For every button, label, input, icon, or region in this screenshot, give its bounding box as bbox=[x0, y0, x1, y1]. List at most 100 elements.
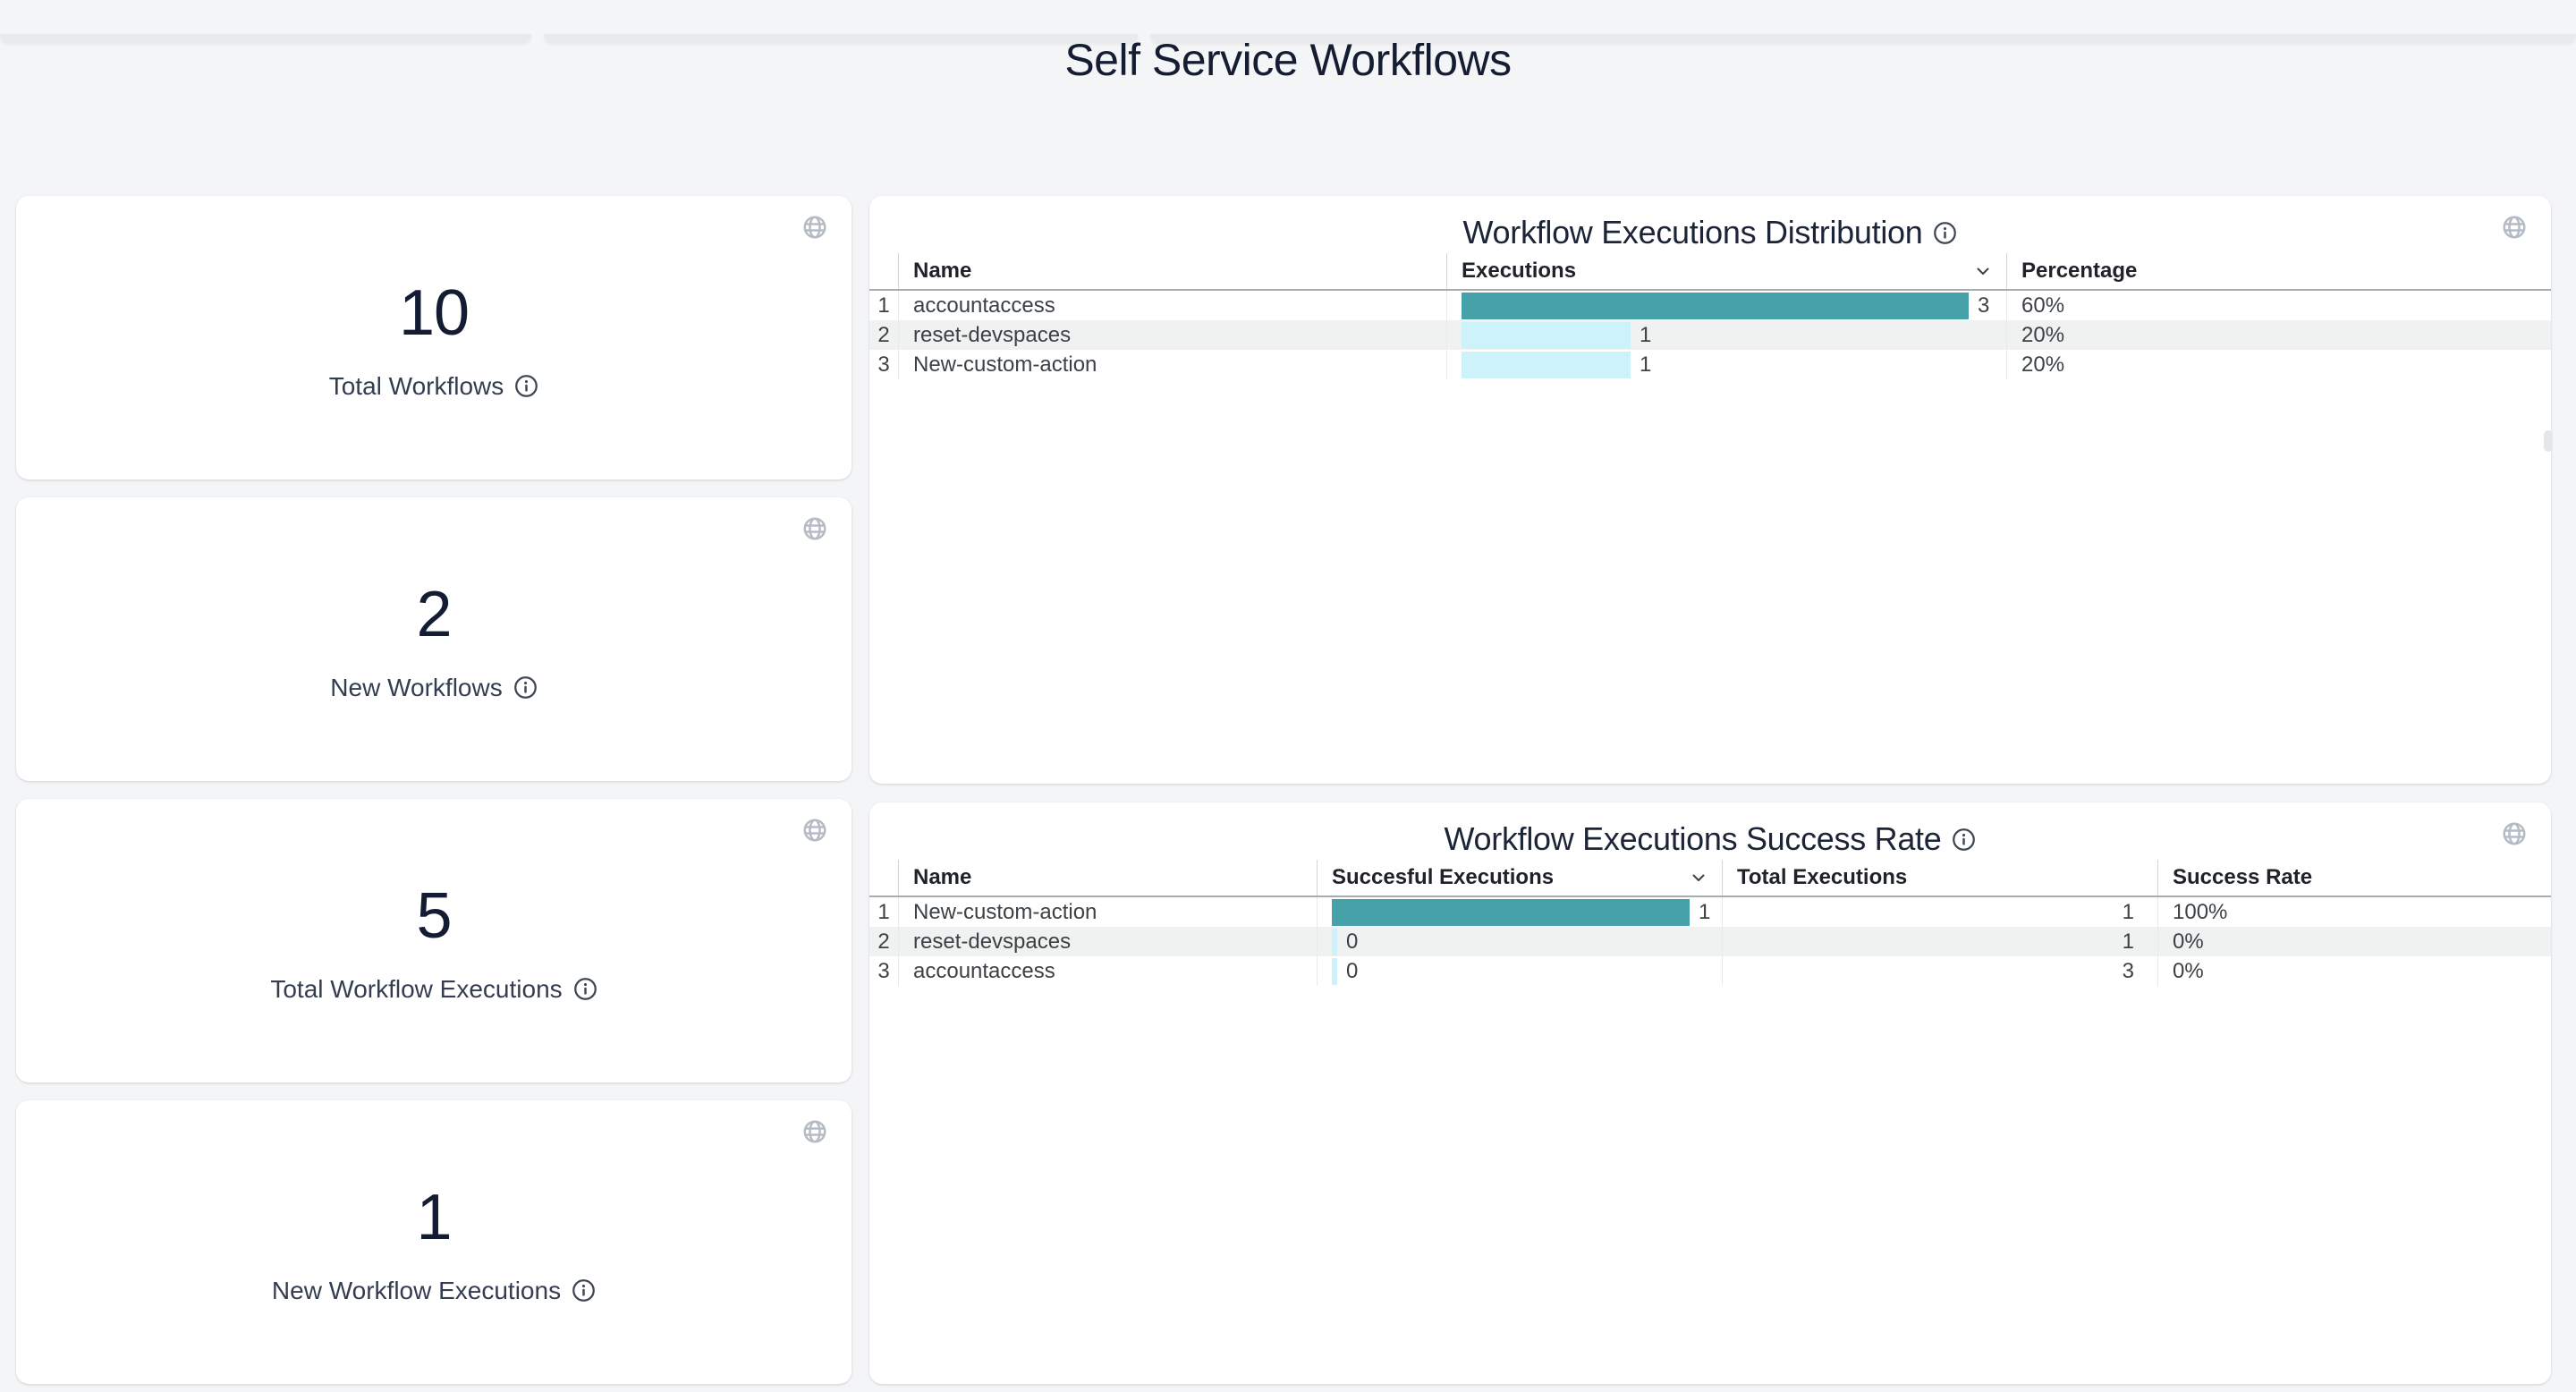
percentage-value: 60% bbox=[2006, 291, 2551, 320]
table-header-row: Name Executions Percentage bbox=[869, 253, 2551, 291]
executions-cell: 1 bbox=[1446, 320, 2006, 350]
distribution-table: Name Executions Percentage 1 accountacce… bbox=[869, 253, 2551, 379]
bar-wrap: 0 bbox=[1318, 957, 1722, 985]
info-icon[interactable] bbox=[1933, 221, 1957, 245]
stat-label-row: Total Workflows bbox=[329, 372, 539, 401]
panel-executions-success-rate: Workflow Executions Success Rate Name Su… bbox=[869, 802, 2551, 1384]
globe-icon[interactable] bbox=[801, 817, 828, 844]
column-header-name[interactable]: Name bbox=[898, 253, 1446, 289]
executions-cell: 1 bbox=[1446, 350, 2006, 379]
column-header-success-rate[interactable]: Success Rate bbox=[2157, 860, 2551, 895]
table-header-row: Name Succesful Executions Total Executio… bbox=[869, 860, 2551, 897]
column-header-executions[interactable]: Executions bbox=[1446, 253, 2006, 289]
column-header-label: Executions bbox=[1462, 259, 1577, 283]
column-header-name[interactable]: Name bbox=[898, 860, 1317, 895]
successful-executions-bar bbox=[1332, 957, 1337, 985]
page-title: Self Service Workflows bbox=[1064, 35, 1512, 85]
scrollbar-thumb[interactable] bbox=[2544, 430, 2553, 452]
stat-value: 1 bbox=[416, 1181, 452, 1253]
column-header-successful-executions[interactable]: Succesful Executions bbox=[1317, 860, 1722, 895]
stats-column: 10 Total Workflows 2 New Workflows 5 Tot… bbox=[16, 196, 852, 1384]
workflow-name: reset-devspaces bbox=[898, 320, 1446, 350]
globe-icon[interactable] bbox=[801, 1118, 828, 1145]
stat-value: 10 bbox=[398, 276, 470, 349]
table-row: 3 New-custom-action 1 20% bbox=[869, 350, 2551, 379]
row-number-header bbox=[869, 860, 898, 895]
stat-label: New Workflows bbox=[330, 673, 503, 701]
panels-column: Workflow Executions Distribution Name Ex… bbox=[869, 196, 2553, 1384]
column-header-percentage[interactable]: Percentage bbox=[2006, 253, 2551, 289]
panel-executions-distribution: Workflow Executions Distribution Name Ex… bbox=[869, 196, 2553, 784]
globe-icon[interactable] bbox=[2501, 214, 2528, 241]
successful-executions-cell: 1 bbox=[1317, 897, 1722, 927]
workflow-name: accountaccess bbox=[898, 291, 1446, 320]
success-rate-value: 0% bbox=[2157, 956, 2551, 986]
top-tab-strip-3 bbox=[1150, 34, 2576, 43]
bar-wrap: 1 bbox=[1447, 321, 2006, 349]
row-number: 1 bbox=[877, 293, 890, 318]
table-row: 2 reset-devspaces 1 20% bbox=[869, 320, 2551, 350]
total-executions-value: 3 bbox=[1722, 956, 2157, 986]
workflow-name: New-custom-action bbox=[898, 350, 1446, 379]
total-executions-value: 1 bbox=[1722, 897, 2157, 927]
success-rate-table: Name Succesful Executions Total Executio… bbox=[869, 860, 2551, 986]
stat-card-total-workflows: 10 Total Workflows bbox=[16, 196, 852, 480]
panel-title-row: Workflow Executions Success Rate bbox=[869, 819, 2551, 860]
bar-wrap: 1 bbox=[1447, 351, 2006, 378]
successful-executions-bar bbox=[1332, 898, 1690, 926]
bar-value: 0 bbox=[1346, 929, 1359, 954]
bar-wrap: 0 bbox=[1318, 928, 1722, 955]
stat-label: Total Workflows bbox=[328, 371, 504, 400]
stat-label: Total Workflow Executions bbox=[270, 974, 563, 1003]
row-number-header bbox=[869, 253, 898, 289]
total-executions-value: 1 bbox=[1722, 927, 2157, 956]
globe-icon[interactable] bbox=[2501, 820, 2528, 847]
percentage-value: 20% bbox=[2006, 350, 2551, 379]
stat-label: New Workflow Executions bbox=[271, 1276, 562, 1304]
executions-bar bbox=[1462, 351, 1631, 378]
stat-card-new-workflows: 2 New Workflows bbox=[16, 497, 852, 781]
workflow-name: New-custom-action bbox=[898, 897, 1317, 927]
table-row: 3 accountaccess 0 3 0% bbox=[869, 956, 2551, 986]
stat-card-total-workflow-executions: 5 Total Workflow Executions bbox=[16, 799, 852, 1082]
executions-cell: 3 bbox=[1446, 291, 2006, 320]
info-icon[interactable] bbox=[513, 675, 538, 700]
row-number: 3 bbox=[877, 958, 890, 983]
executions-bar bbox=[1462, 321, 1631, 349]
stat-value: 5 bbox=[416, 879, 452, 952]
bar-value: 0 bbox=[1346, 958, 1359, 983]
executions-bar bbox=[1462, 292, 1969, 319]
bar-value: 1 bbox=[1699, 899, 1711, 924]
globe-icon[interactable] bbox=[801, 214, 828, 241]
success-rate-value: 0% bbox=[2157, 927, 2551, 956]
info-icon[interactable] bbox=[1952, 828, 1976, 852]
table-row: 1 accountaccess 3 60% bbox=[869, 291, 2551, 320]
info-icon[interactable] bbox=[572, 1278, 596, 1303]
globe-icon[interactable] bbox=[801, 515, 828, 542]
stat-label-row: New Workflow Executions bbox=[272, 1277, 596, 1305]
chevron-down-icon bbox=[1972, 260, 1994, 282]
panel-title-row: Workflow Executions Distribution bbox=[869, 212, 2551, 253]
successful-executions-cell: 0 bbox=[1317, 956, 1722, 986]
stat-label-row: New Workflows bbox=[330, 674, 537, 702]
info-icon[interactable] bbox=[573, 977, 597, 1001]
row-number: 3 bbox=[877, 352, 890, 377]
percentage-value: 20% bbox=[2006, 320, 2551, 350]
table-row: 1 New-custom-action 1 1 100% bbox=[869, 897, 2551, 927]
stat-label-row: Total Workflow Executions bbox=[270, 975, 597, 1004]
stat-card-new-workflow-executions: 1 New Workflow Executions bbox=[16, 1100, 852, 1384]
top-tab-strip-1 bbox=[0, 34, 531, 43]
panel-title: Workflow Executions Distribution bbox=[1462, 214, 1923, 250]
table-row: 2 reset-devspaces 0 1 0% bbox=[869, 927, 2551, 956]
bar-value: 3 bbox=[1978, 293, 1990, 318]
info-icon[interactable] bbox=[514, 374, 538, 398]
row-number: 2 bbox=[877, 929, 890, 954]
successful-executions-bar bbox=[1332, 928, 1337, 955]
bar-wrap: 1 bbox=[1318, 898, 1722, 926]
workflow-name: accountaccess bbox=[898, 956, 1317, 986]
row-number: 2 bbox=[877, 322, 890, 347]
panel-title: Workflow Executions Success Rate bbox=[1444, 820, 1942, 857]
bar-wrap: 3 bbox=[1447, 292, 2006, 319]
bar-value: 1 bbox=[1640, 352, 1652, 377]
column-header-total-executions[interactable]: Total Executions bbox=[1722, 860, 2157, 895]
